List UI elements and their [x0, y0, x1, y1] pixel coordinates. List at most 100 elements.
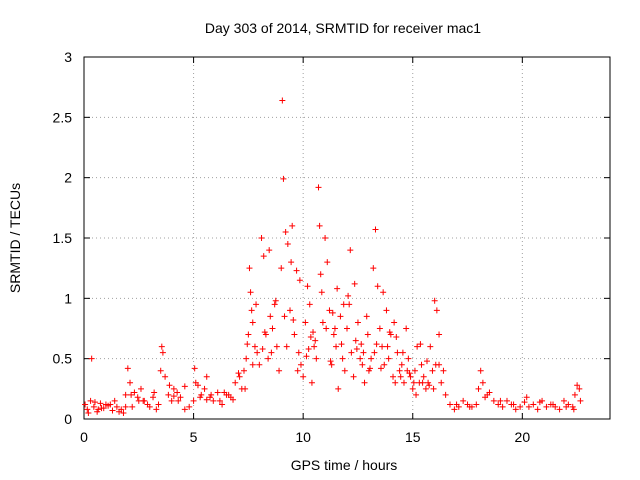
data-point: [116, 408, 123, 415]
data-point: [466, 403, 473, 410]
data-point: [269, 325, 276, 332]
data-point: [427, 343, 434, 350]
data-point: [295, 349, 302, 356]
data-point: [95, 406, 102, 413]
data-point: [418, 361, 425, 368]
data-point: [214, 389, 221, 396]
data-point: [249, 361, 256, 368]
data-point: [297, 361, 304, 368]
data-point: [253, 301, 260, 308]
data-point: [379, 343, 386, 350]
data-point: [359, 361, 366, 368]
data-point: [111, 397, 118, 404]
x-tick-label: 10: [295, 429, 311, 445]
data-point: [417, 341, 424, 348]
data-point: [419, 379, 426, 386]
data-point: [479, 379, 486, 386]
data-point: [360, 349, 367, 356]
data-point: [453, 401, 460, 408]
data-point: [219, 401, 226, 408]
data-point: [563, 403, 570, 410]
data-point: [477, 367, 484, 374]
data-point: [282, 228, 289, 235]
data-point: [258, 235, 265, 241]
data-point: [397, 373, 404, 380]
data-point: [307, 333, 314, 340]
y-tick-label: 0: [64, 411, 72, 427]
data-point: [294, 367, 301, 374]
data-point: [249, 319, 256, 326]
data-point: [345, 292, 352, 299]
data-point: [512, 406, 519, 413]
data-point: [326, 307, 333, 314]
data-point: [570, 406, 577, 413]
data-point: [124, 365, 131, 372]
data-point: [392, 379, 399, 386]
data-point: [82, 401, 89, 408]
data-point: [393, 333, 400, 340]
data-point: [306, 301, 313, 308]
data-point: [168, 397, 175, 404]
data-point: [576, 385, 583, 392]
data-point: [368, 355, 375, 362]
data-point: [510, 401, 517, 408]
data-point: [287, 307, 294, 314]
data-point: [261, 329, 268, 336]
data-point: [210, 397, 217, 404]
data-point: [367, 365, 374, 372]
data-point: [311, 343, 318, 350]
y-tick-label: 0.5: [53, 351, 73, 367]
data-point: [236, 373, 243, 380]
data-point: [232, 379, 239, 386]
data-point: [322, 235, 329, 241]
data-point: [495, 401, 502, 408]
y-tick-label: 1.5: [53, 230, 73, 246]
data-point: [122, 391, 129, 398]
data-point: [352, 337, 359, 344]
data-point: [308, 379, 315, 386]
data-point: [113, 403, 120, 410]
data-point: [447, 401, 454, 408]
data-point: [246, 265, 253, 272]
data-point: [396, 367, 403, 374]
data-point: [247, 289, 254, 296]
data-point: [380, 289, 387, 296]
data-point: [129, 403, 136, 410]
data-point: [256, 361, 263, 368]
data-point: [438, 379, 445, 386]
data-point: [243, 355, 250, 362]
data-point: [391, 319, 398, 326]
data-point: [150, 394, 157, 401]
data-point: [313, 355, 320, 362]
data-point: [296, 277, 303, 284]
x-tick-label: 15: [405, 429, 421, 445]
data-point: [377, 365, 384, 372]
data-point: [430, 385, 437, 392]
data-point: [319, 319, 326, 326]
data-point: [331, 325, 338, 332]
data-point: [361, 379, 368, 386]
data-point: [390, 373, 397, 380]
y-axis-label: SRMTID / TECUs: [7, 183, 23, 293]
data-point: [373, 341, 380, 348]
data-point: [279, 97, 286, 104]
data-point: [409, 385, 416, 392]
data-point: [151, 389, 158, 396]
data-point: [517, 403, 524, 410]
data-point: [318, 289, 325, 296]
data-point: [157, 367, 164, 374]
data-point: [354, 319, 361, 326]
data-point: [203, 396, 210, 403]
data-point: [460, 397, 467, 404]
data-point: [186, 403, 193, 410]
data-point: [414, 343, 421, 350]
data-point: [503, 397, 510, 404]
gridlines: [84, 57, 610, 419]
data-point: [398, 361, 405, 368]
data-point: [404, 367, 411, 374]
data-point: [363, 313, 370, 320]
data-point: [225, 391, 232, 398]
data-point: [372, 226, 379, 233]
data-point: [159, 349, 166, 356]
data-point: [433, 307, 440, 314]
